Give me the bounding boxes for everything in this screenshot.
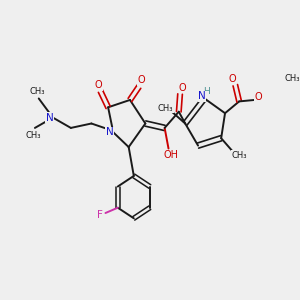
Text: CH₃: CH₃ <box>158 104 173 113</box>
Text: CH₃: CH₃ <box>285 74 300 83</box>
Text: O: O <box>255 92 262 102</box>
Text: CH₃: CH₃ <box>30 88 45 97</box>
Text: N: N <box>198 91 206 101</box>
Text: CH₃: CH₃ <box>231 151 247 160</box>
Text: OH: OH <box>164 150 178 160</box>
Text: O: O <box>228 74 236 84</box>
Text: N: N <box>106 127 113 137</box>
Text: N: N <box>46 112 54 123</box>
Text: O: O <box>178 82 186 93</box>
Text: O: O <box>94 80 102 90</box>
Text: H: H <box>203 87 210 96</box>
Text: O: O <box>138 75 145 85</box>
Text: CH₃: CH₃ <box>25 131 40 140</box>
Text: F: F <box>98 210 103 220</box>
